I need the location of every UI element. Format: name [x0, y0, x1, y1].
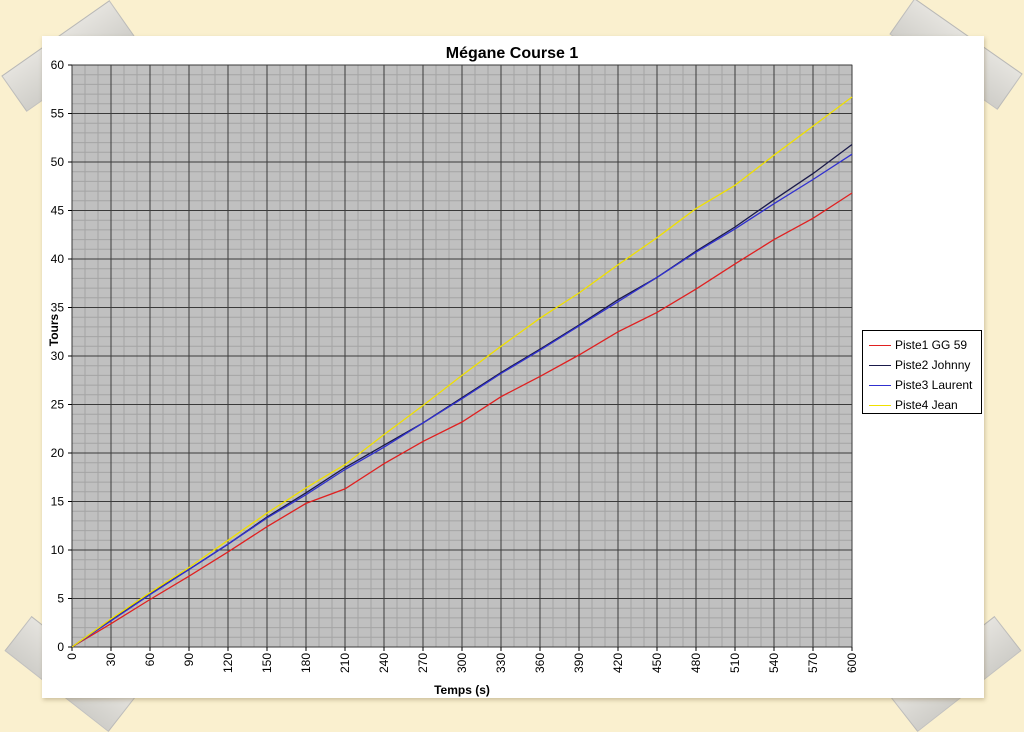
y-tick-label: 20	[51, 446, 65, 460]
x-tick-label: 90	[182, 653, 196, 667]
series-line-piste1	[71, 192, 853, 648]
legend-swatch-piste4	[869, 404, 891, 406]
x-tick-label: 210	[338, 653, 352, 673]
x-tick-label: 60	[143, 653, 157, 667]
legend-item: Piste1 GG 59	[869, 335, 977, 355]
chart-legend: Piste1 GG 59 Piste2 Johnny Piste3 Lauren…	[862, 330, 982, 414]
x-tick-label: 360	[533, 653, 547, 673]
series-line-piste3	[71, 153, 853, 648]
x-axis-label: Temps (s)	[434, 683, 490, 697]
x-tick-label: 150	[260, 653, 274, 673]
y-tick-label: 30	[51, 349, 65, 363]
x-tick-label: 180	[299, 653, 313, 673]
y-tick-label: 25	[51, 398, 65, 412]
legend-item: Piste2 Johnny	[869, 355, 977, 375]
y-tick-label: 0	[57, 640, 64, 654]
y-axis-label: Tours	[47, 313, 61, 346]
legend-swatch-piste1	[869, 344, 891, 346]
legend-label: Piste3 Laurent	[895, 378, 973, 392]
chart-title: Mégane Course 1	[446, 45, 579, 62]
x-tick-label: 30	[104, 653, 118, 667]
legend-label: Piste1 GG 59	[895, 338, 968, 352]
y-tick-label: 5	[57, 592, 64, 606]
y-tick-label: 10	[51, 543, 65, 557]
y-tick-label: 50	[51, 155, 65, 169]
x-tick-label: 300	[455, 653, 469, 673]
x-tick-label: 120	[221, 653, 235, 673]
x-tick-label: 390	[572, 653, 586, 673]
y-tick-label: 55	[51, 107, 65, 121]
x-tick-label: 0	[65, 653, 79, 660]
x-tick-label: 540	[767, 653, 781, 673]
x-tick-label: 510	[728, 653, 742, 673]
x-tick-label: 600	[845, 653, 859, 673]
legend-label: Piste4 Jean	[895, 398, 958, 412]
legend-swatch-piste3	[869, 384, 891, 386]
x-tick-label: 570	[806, 653, 820, 673]
series-line-piste4	[71, 96, 853, 648]
x-tick-label: 450	[650, 653, 664, 673]
x-tick-label: 270	[416, 653, 430, 673]
y-tick-label: 15	[51, 495, 65, 509]
x-tick-label: 420	[611, 653, 625, 673]
y-tick-label: 40	[51, 252, 65, 266]
y-tick-label: 35	[51, 301, 65, 315]
x-tick-label: 480	[689, 653, 703, 673]
x-tick-label: 330	[494, 653, 508, 673]
legend-item: Piste3 Laurent	[869, 375, 977, 395]
y-tick-label: 60	[51, 58, 65, 72]
legend-swatch-piste2	[869, 364, 891, 366]
legend-item: Piste4 Jean	[869, 395, 977, 415]
y-tick-label: 45	[51, 204, 65, 218]
legend-label: Piste2 Johnny	[895, 358, 971, 372]
x-tick-label: 240	[377, 653, 391, 673]
